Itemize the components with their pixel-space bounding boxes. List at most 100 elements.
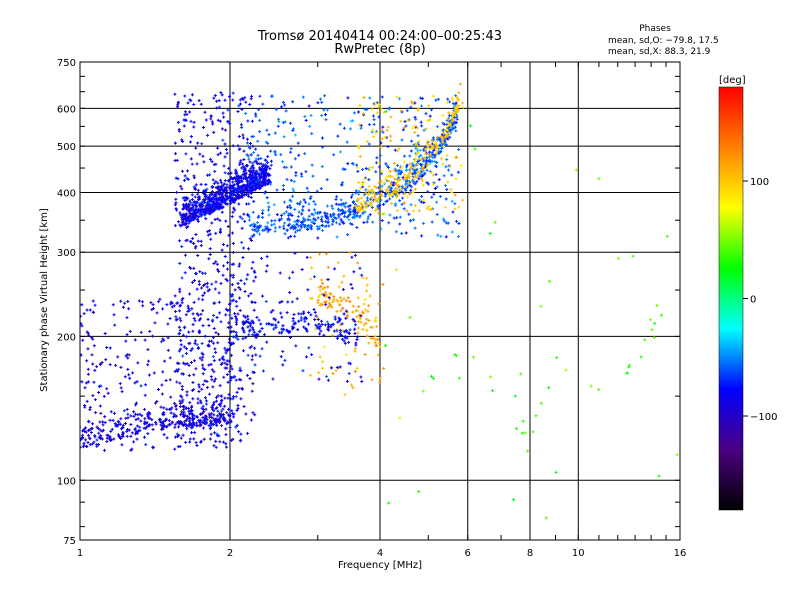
data-point (385, 199, 389, 203)
data-point (409, 165, 413, 169)
data-point (188, 292, 192, 296)
data-point (250, 358, 254, 362)
data-point (209, 114, 213, 118)
data-point (91, 299, 95, 303)
data-point (188, 207, 192, 211)
data-point (318, 332, 322, 336)
data-point (229, 187, 233, 191)
data-point (331, 207, 335, 211)
data-point (342, 274, 346, 278)
data-point (185, 197, 189, 201)
data-point (450, 128, 454, 132)
data-point (149, 301, 153, 305)
data-point (244, 188, 248, 192)
data-point (253, 173, 257, 177)
data-point (108, 346, 112, 350)
data-point (225, 411, 229, 415)
data-point (136, 417, 140, 421)
data-point (420, 234, 424, 238)
data-point (226, 326, 230, 330)
data-point (231, 251, 235, 255)
data-point (384, 192, 388, 196)
data-point (88, 437, 92, 441)
data-point (234, 378, 238, 382)
data-point (526, 449, 530, 453)
data-point (310, 163, 314, 167)
data-point (400, 231, 404, 235)
data-point (398, 172, 402, 176)
data-point (215, 99, 219, 103)
data-point (389, 139, 393, 143)
data-point (329, 292, 333, 296)
data-point (226, 380, 230, 384)
data-point (370, 192, 374, 196)
data-point (387, 185, 391, 189)
data-point (215, 207, 219, 211)
data-point (262, 179, 266, 183)
data-point (421, 389, 425, 393)
data-point (183, 362, 187, 366)
data-point (343, 336, 347, 340)
data-point (194, 207, 198, 211)
data-point (394, 187, 398, 191)
data-point (146, 414, 150, 418)
data-point (389, 115, 393, 119)
data-point (381, 283, 385, 287)
colorbar-tick-label: 100 (750, 177, 769, 188)
data-point (229, 378, 233, 382)
data-point (254, 275, 258, 279)
data-point (191, 412, 195, 416)
data-point (193, 186, 197, 190)
data-point (206, 211, 210, 215)
data-point (379, 179, 383, 183)
data-point (197, 389, 201, 393)
data-point (259, 322, 263, 326)
data-point (371, 128, 375, 132)
data-point (227, 95, 231, 99)
data-point (357, 326, 361, 330)
x-tick-label: 8 (527, 548, 533, 559)
data-point (225, 194, 229, 198)
data-point (461, 101, 465, 105)
data-point (198, 317, 202, 321)
data-point (380, 189, 384, 193)
data-point (114, 363, 118, 367)
data-point (289, 147, 293, 151)
data-point (260, 347, 264, 351)
data-point (248, 169, 252, 173)
data-point (393, 148, 397, 152)
data-point (232, 412, 236, 416)
data-point (400, 165, 404, 169)
data-point (168, 423, 172, 427)
data-point (411, 162, 415, 166)
data-point (189, 119, 193, 123)
data-point (293, 208, 297, 212)
data-point (597, 177, 601, 181)
data-point (229, 192, 233, 196)
data-point (323, 94, 327, 98)
data-point (597, 387, 601, 391)
data-point (215, 423, 219, 427)
data-point (206, 344, 210, 348)
data-point (249, 175, 253, 179)
data-point (375, 324, 379, 328)
data-point (173, 203, 177, 207)
data-point (87, 419, 91, 423)
data-point (161, 307, 165, 311)
data-point (243, 289, 247, 293)
data-point (227, 347, 231, 351)
data-point (490, 389, 494, 393)
data-point (219, 91, 223, 95)
data-point (336, 134, 340, 138)
data-point (301, 369, 305, 373)
data-point (287, 330, 291, 334)
data-point (376, 204, 380, 208)
data-point (85, 399, 89, 403)
data-point (201, 355, 205, 359)
data-point (181, 354, 185, 358)
data-point (203, 396, 207, 400)
data-point (390, 202, 394, 206)
data-point (454, 156, 458, 160)
data-point (374, 131, 378, 135)
data-point (446, 121, 450, 125)
